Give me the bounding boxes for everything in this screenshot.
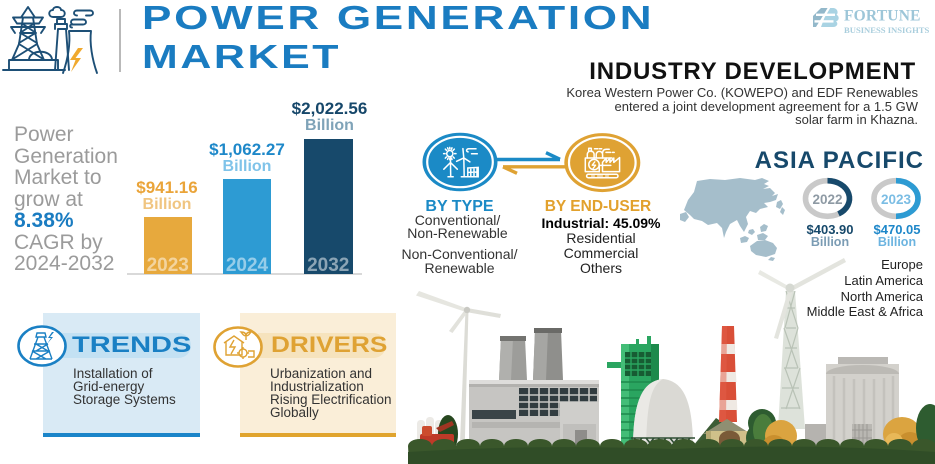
svg-text:BUSINESS INSIGHTS: BUSINESS INSIGHTS — [844, 25, 929, 35]
svg-text:2022: 2022 — [812, 192, 842, 207]
svg-text:2023: 2023 — [881, 192, 912, 207]
svg-text:FORTUNE: FORTUNE — [844, 8, 921, 25]
